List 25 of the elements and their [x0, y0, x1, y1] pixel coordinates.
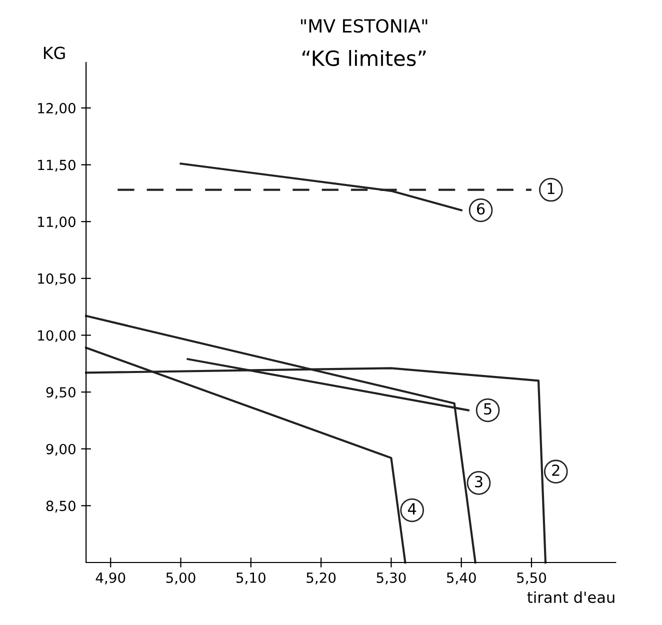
x-tick-label: 5,50 [517, 572, 546, 584]
y-tick-label: 10,50 [38, 273, 76, 286]
y-tick-label: 10,00 [38, 330, 76, 342]
y-tick-label: 12,00 [38, 102, 76, 115]
chart-subtitle: “KG limites” [302, 50, 426, 66]
series-label: 3 [475, 476, 482, 488]
y-tick-label: 11,50 [38, 160, 76, 172]
y-tick-label: 11,00 [38, 216, 76, 228]
x-tick-label: 5,00 [166, 572, 196, 584]
y-axis-title: KG [44, 46, 65, 60]
chart-title: "MV ESTONIA" [301, 19, 428, 33]
x-tick-label: 5,10 [236, 572, 266, 584]
x-axis-title: tirant d'eau [527, 591, 614, 604]
x-tick-label: 4,90 [96, 572, 126, 584]
x-tick-label: 5,30 [376, 572, 406, 584]
series-label: 2 [552, 464, 560, 476]
series-label: 4 [408, 503, 416, 514]
x-tick-label: 5,40 [446, 572, 476, 584]
y-tick-label: 9,00 [46, 444, 76, 456]
x-tick-label: 5,20 [306, 572, 336, 584]
y-tick-label: 9,50 [46, 387, 76, 399]
series-label: 1 [548, 182, 554, 194]
y-tick-label: 8,50 [46, 500, 76, 513]
series-label: 6 [476, 203, 485, 215]
series-label: 5 [484, 403, 492, 415]
